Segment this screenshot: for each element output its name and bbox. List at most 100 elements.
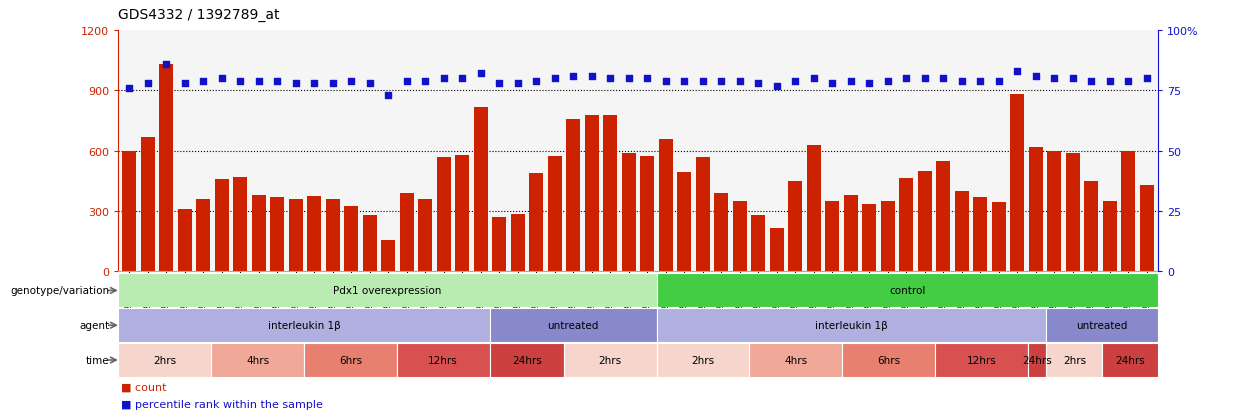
Bar	[122, 151, 136, 272]
Point	[304, 81, 324, 87]
Text: 12hrs: 12hrs	[428, 355, 458, 365]
Text: interleukin 1β: interleukin 1β	[268, 320, 340, 330]
Point	[489, 81, 509, 87]
Text: 24hrs: 24hrs	[1022, 355, 1052, 365]
Bar	[1140, 185, 1154, 272]
Point	[840, 78, 860, 85]
Point	[600, 76, 620, 83]
Bar	[992, 202, 1006, 272]
Bar	[733, 202, 747, 272]
Point	[989, 78, 1008, 85]
Text: 6hrs: 6hrs	[339, 355, 362, 365]
Bar	[345, 206, 359, 272]
Point	[1026, 74, 1046, 80]
Text: 4hrs: 4hrs	[784, 355, 808, 365]
Text: ■ count: ■ count	[121, 382, 167, 392]
Bar	[118, 274, 656, 308]
Bar	[955, 192, 969, 272]
Bar	[825, 202, 839, 272]
Point	[896, 76, 916, 83]
Bar	[474, 108, 488, 272]
Point	[915, 76, 935, 83]
Bar	[215, 180, 229, 272]
Point	[120, 85, 139, 92]
Point	[878, 78, 898, 85]
Point	[378, 93, 398, 99]
Text: 24hrs: 24hrs	[1116, 355, 1145, 365]
Bar	[974, 197, 987, 272]
Bar	[715, 194, 728, 272]
Point	[433, 76, 453, 83]
Bar	[566, 119, 580, 272]
Bar	[326, 199, 340, 272]
Bar	[881, 202, 895, 272]
Text: ■ percentile rank within the sample: ■ percentile rank within the sample	[121, 399, 322, 408]
Point	[952, 78, 972, 85]
Bar	[1011, 95, 1025, 272]
Bar	[548, 157, 561, 272]
Text: GDS4332 / 1392789_at: GDS4332 / 1392789_at	[118, 8, 280, 22]
Bar	[141, 137, 154, 272]
Bar	[899, 178, 914, 272]
Bar	[118, 309, 489, 342]
Point	[193, 78, 213, 85]
Point	[230, 78, 250, 85]
Point	[174, 81, 194, 87]
Text: 2hrs: 2hrs	[1063, 355, 1086, 365]
Bar	[400, 194, 413, 272]
Point	[675, 78, 695, 85]
Point	[397, 78, 417, 85]
Text: 2hrs: 2hrs	[691, 355, 715, 365]
Point	[322, 81, 342, 87]
Bar	[489, 309, 656, 342]
Bar	[251, 195, 265, 272]
Point	[767, 83, 787, 90]
Text: agent: agent	[80, 320, 110, 330]
Point	[786, 78, 806, 85]
Bar	[118, 343, 212, 377]
Point	[934, 76, 954, 83]
Text: control: control	[889, 286, 925, 296]
Bar	[510, 215, 524, 272]
Bar	[1084, 181, 1098, 272]
Bar	[843, 343, 935, 377]
Bar	[788, 181, 802, 272]
Bar	[308, 197, 321, 272]
Point	[970, 78, 990, 85]
Point	[268, 78, 288, 85]
Point	[212, 76, 232, 83]
Bar	[844, 195, 858, 272]
Point	[711, 78, 731, 85]
Bar	[677, 173, 691, 272]
Point	[452, 76, 472, 83]
Bar	[362, 216, 377, 272]
Bar	[437, 157, 451, 272]
Point	[859, 81, 879, 87]
Point	[804, 76, 824, 83]
Point	[249, 78, 269, 85]
Bar	[863, 204, 876, 272]
Bar	[529, 173, 543, 272]
Bar	[289, 199, 303, 272]
Text: 6hrs: 6hrs	[878, 355, 900, 365]
Point	[1007, 69, 1027, 75]
Bar	[456, 155, 469, 272]
Bar	[304, 343, 397, 377]
Text: genotype/variation: genotype/variation	[10, 286, 110, 296]
Point	[748, 81, 768, 87]
Bar	[1028, 147, 1043, 272]
Bar	[656, 343, 749, 377]
Bar	[492, 218, 507, 272]
Point	[286, 81, 306, 87]
Text: Pdx1 overexpression: Pdx1 overexpression	[334, 286, 442, 296]
Point	[1082, 78, 1102, 85]
Point	[1118, 78, 1138, 85]
Bar	[752, 216, 766, 272]
Point	[563, 74, 583, 80]
Bar	[807, 145, 820, 272]
Bar	[659, 139, 672, 272]
Bar	[621, 153, 636, 272]
Point	[138, 81, 158, 87]
Bar	[769, 229, 784, 272]
Bar	[918, 171, 931, 272]
